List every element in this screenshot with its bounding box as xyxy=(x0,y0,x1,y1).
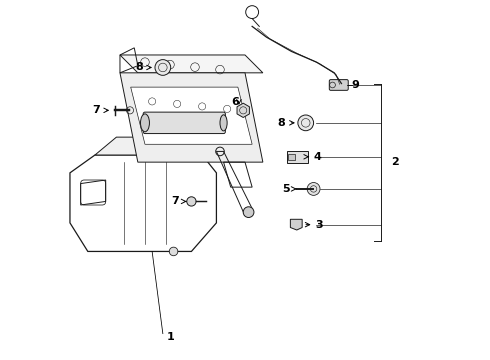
Text: 3: 3 xyxy=(316,220,323,230)
Circle shape xyxy=(298,115,314,131)
Circle shape xyxy=(155,60,171,75)
FancyBboxPatch shape xyxy=(287,151,308,163)
Text: 9: 9 xyxy=(352,80,360,90)
Text: 2: 2 xyxy=(392,157,399,167)
FancyBboxPatch shape xyxy=(329,80,348,90)
FancyBboxPatch shape xyxy=(143,112,225,134)
Polygon shape xyxy=(70,155,217,251)
Polygon shape xyxy=(237,103,249,117)
Text: 7: 7 xyxy=(93,105,100,115)
Polygon shape xyxy=(291,219,302,230)
Text: 8: 8 xyxy=(135,63,143,72)
Polygon shape xyxy=(120,55,263,73)
FancyBboxPatch shape xyxy=(288,154,294,160)
Ellipse shape xyxy=(220,115,227,131)
Text: 8: 8 xyxy=(277,118,285,128)
Circle shape xyxy=(169,247,178,256)
Circle shape xyxy=(243,207,254,217)
Circle shape xyxy=(187,197,196,206)
Text: 6: 6 xyxy=(231,97,239,107)
Circle shape xyxy=(307,183,320,195)
Text: 1: 1 xyxy=(167,332,174,342)
Text: 4: 4 xyxy=(314,152,322,162)
Polygon shape xyxy=(95,137,223,155)
Polygon shape xyxy=(131,87,252,144)
Text: 5: 5 xyxy=(282,184,290,194)
Polygon shape xyxy=(120,73,263,162)
Ellipse shape xyxy=(141,114,149,132)
Text: 7: 7 xyxy=(171,197,179,206)
